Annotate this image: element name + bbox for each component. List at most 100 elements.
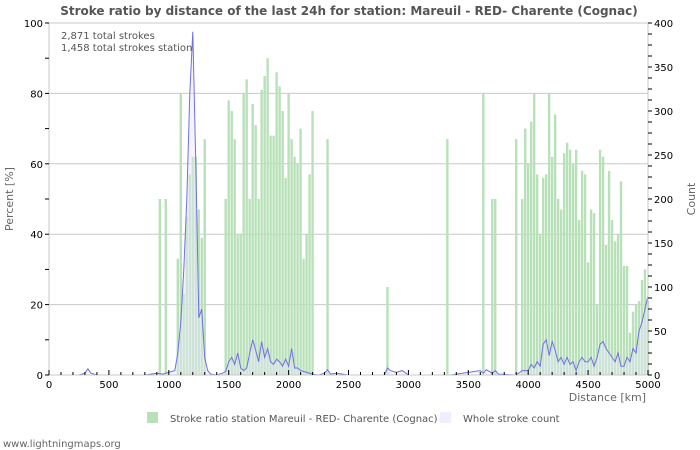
- ratio-bar: [601, 156, 605, 375]
- ratio-bar: [272, 135, 275, 375]
- ratio-bar: [535, 174, 539, 375]
- ratio-bar: [257, 199, 260, 375]
- ratio-bar: [568, 149, 572, 375]
- y-right-tick-label: 350: [654, 63, 673, 74]
- y-left-tick-label: 80: [30, 89, 43, 100]
- ratio-bar: [290, 139, 293, 375]
- y-left-tick-label: 20: [30, 301, 43, 312]
- y-axis-right-label: Count: [685, 182, 698, 215]
- ratio-bar: [619, 181, 623, 375]
- ratio-bar: [610, 220, 614, 375]
- ratio-bar: [194, 156, 197, 375]
- ratio-bar: [586, 262, 590, 375]
- ratio-bar: [494, 199, 497, 375]
- ratio-bar: [263, 75, 266, 376]
- ratio-bar: [254, 125, 257, 375]
- y-right-tick-label: 300: [654, 107, 673, 118]
- y-right-tick-label: 250: [654, 151, 673, 162]
- ratio-bar: [248, 199, 251, 375]
- ratio-bar: [541, 177, 545, 375]
- y-left-tick-label: 100: [24, 19, 43, 30]
- ratio-bar: [200, 237, 203, 375]
- ratio-bar: [302, 258, 305, 375]
- ratio-bar: [227, 100, 230, 375]
- ratio-bar: [553, 114, 557, 376]
- ratio-bar: [556, 199, 560, 375]
- x-tick-label: 2500: [336, 380, 361, 391]
- y-right-tick-label: 100: [654, 283, 673, 294]
- ratio-bar: [326, 139, 329, 375]
- ratio-bar: [305, 234, 308, 375]
- ratio-bar: [284, 177, 287, 375]
- legend-label-ratio: Stroke ratio station Mareuil - RED- Char…: [170, 414, 438, 425]
- ratio-bar: [296, 163, 299, 375]
- ratio-bar: [230, 111, 233, 375]
- ratio-bar: [532, 93, 536, 376]
- ratio-bar: [236, 234, 239, 375]
- ratio-bar: [622, 265, 626, 375]
- ratio-bar: [233, 139, 236, 375]
- ratio-bar: [574, 149, 578, 375]
- ratio-bar: [266, 58, 269, 375]
- ratio-bar: [482, 93, 485, 376]
- x-tick-label: 500: [99, 380, 118, 391]
- ratio-bar: [446, 139, 449, 375]
- x-tick-label: 2000: [276, 380, 301, 391]
- y-left-tick-label: 40: [30, 230, 43, 241]
- ratio-bar: [580, 170, 584, 375]
- ratio-bar: [583, 174, 587, 375]
- ratio-bar: [547, 93, 551, 376]
- ratio-bar: [616, 234, 620, 375]
- ratio-bar: [182, 294, 185, 375]
- ratio-bar: [308, 174, 311, 375]
- ratio-bar: [637, 301, 641, 375]
- ratio-bar: [158, 199, 162, 375]
- ratio-bar: [598, 149, 602, 375]
- ratio-bar: [571, 163, 575, 375]
- ratio-bar: [293, 156, 296, 375]
- info-total-strokes-station: 1,458 total strokes station: [61, 43, 192, 54]
- ratio-bar: [625, 265, 629, 375]
- ratio-bar: [275, 72, 278, 375]
- ratio-bar: [386, 287, 389, 375]
- x-tick-label: 4500: [575, 380, 600, 391]
- ratio-bar: [529, 121, 533, 375]
- ratio-bar: [643, 269, 647, 375]
- ratio-bar: [595, 304, 599, 375]
- ratio-bar: [562, 153, 566, 375]
- ratio-bar: [251, 103, 254, 376]
- ratio-bar: [640, 279, 644, 375]
- x-axis-label: Distance [km]: [569, 391, 646, 404]
- footer-link[interactable]: www.lightningmaps.org: [3, 439, 121, 450]
- legend-label-count: Whole stroke count: [463, 414, 560, 425]
- ratio-bar: [613, 241, 617, 375]
- ratio-bar: [628, 332, 632, 375]
- info-total-strokes: 2,871 total strokes: [61, 31, 155, 42]
- y-right-tick-label: 200: [654, 195, 673, 206]
- ratio-bar: [589, 209, 593, 375]
- ratio-bar: [299, 128, 302, 375]
- ratio-bar: [311, 111, 314, 375]
- ratio-bar: [176, 258, 179, 375]
- x-tick-label: 3500: [456, 380, 481, 391]
- y-axis-left-label: Percent [%]: [3, 167, 16, 231]
- ratio-bar: [278, 86, 281, 376]
- ratio-bar: [260, 89, 263, 375]
- legend: Stroke ratio station Mareuil - RED- Char…: [147, 412, 560, 425]
- ratio-bar: [188, 174, 191, 375]
- ratio-bar: [544, 174, 548, 375]
- ratio-bar: [164, 199, 168, 375]
- x-tick-label: 0: [46, 380, 52, 391]
- legend-swatch-ratio: [147, 412, 158, 423]
- ratio-bar: [565, 142, 569, 375]
- ratio-bar: [538, 234, 542, 375]
- ratio-bar: [515, 139, 518, 375]
- y-left-tick-label: 0: [37, 371, 43, 382]
- ratio-bar: [607, 170, 611, 375]
- ratio-bar: [245, 79, 248, 375]
- ratio-bar: [521, 199, 524, 375]
- ratio-bar: [631, 311, 635, 375]
- x-tick-label: 5000: [635, 380, 660, 391]
- ratio-bar: [224, 199, 227, 375]
- ratio-bar: [634, 304, 638, 375]
